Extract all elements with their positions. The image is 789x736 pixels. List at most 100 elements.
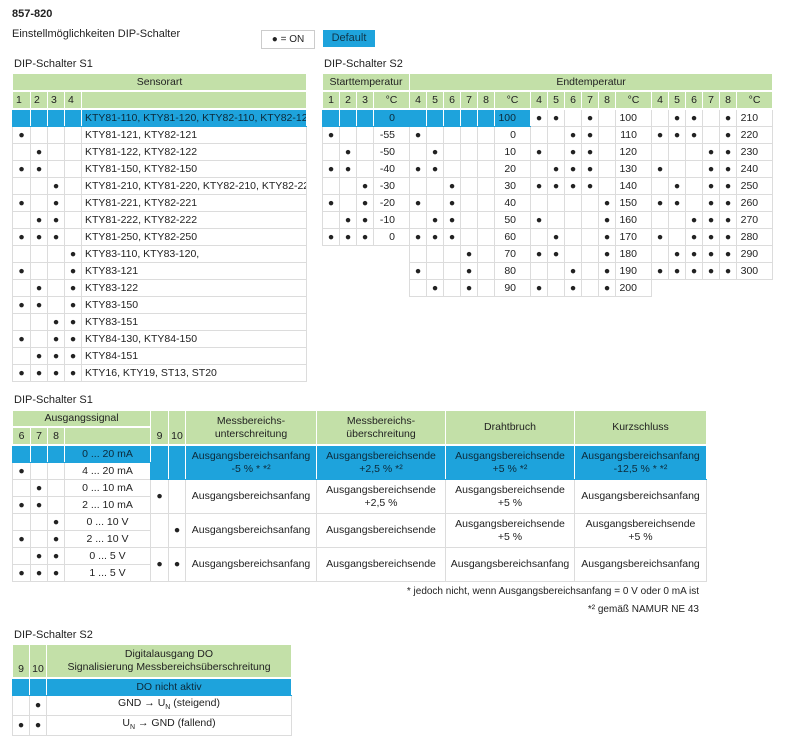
switch-cell: ●: [339, 143, 357, 161]
digital-mode: GND → UN (steigend): [46, 694, 292, 717]
switch-cell: [12, 694, 30, 717]
switch-cell: ●: [719, 108, 737, 127]
switch-cell: ●: [702, 194, 720, 212]
switch-cell: [12, 279, 31, 297]
result-cell: Ausgangsbereichsanfang: [445, 547, 576, 582]
switch-cell: [64, 108, 82, 127]
switch-cell: ●: [426, 160, 444, 178]
header-row: Sensorart: [11, 73, 308, 92]
end-temp-row: ● 0 ● ● 110 ● ● ● ● 220: [409, 126, 774, 144]
switch-cell: [30, 530, 48, 548]
footnote-2: *² gemäß NAMUR NE 43: [587, 604, 699, 615]
start-temp-row: ● -50: [322, 143, 411, 161]
switch-cell: ●: [64, 296, 82, 314]
switch-cell: ●: [150, 547, 170, 582]
switch-cell: ●: [12, 364, 31, 382]
column-number: 1: [322, 90, 340, 110]
sensor-type: KTY81-221, KTY82-221: [80, 194, 308, 212]
switch-cell: ●: [719, 126, 737, 144]
switch-cell: ●: [651, 160, 669, 178]
switch-cell: ●: [719, 262, 737, 280]
sensor-row: ● ● KTY81-222, KTY82-222: [12, 211, 308, 229]
start-temp-row: 0: [322, 108, 411, 127]
switch-cell: [150, 513, 170, 548]
switch-cell: ●: [530, 108, 548, 127]
column-number: 6: [443, 90, 461, 110]
signal-range: 4 ... 20 mA: [63, 462, 152, 480]
switch-cell: [668, 228, 686, 246]
switch-cell: [12, 444, 31, 463]
switch-cell: ●: [409, 228, 427, 246]
sensor-type: KTY81-110, KTY81-120, KTY82-110, KTY82-1…: [80, 108, 308, 127]
end-temp-row: ● ● 20 ● ● ● 130 ● ● ● 240: [409, 160, 774, 178]
switch-cell: [477, 279, 495, 297]
temp-value: 130: [615, 160, 652, 178]
switch-cell: ●: [339, 211, 357, 229]
switch-cell: [12, 513, 31, 531]
switch-cell: [150, 444, 170, 480]
switch-cell: ●: [322, 228, 340, 246]
switch-cell: ●: [322, 160, 340, 178]
result-cell: Ausgangsbereichsende +5 %: [574, 513, 708, 548]
switch-cell: ●: [409, 160, 427, 178]
switch-number: 4: [64, 90, 82, 110]
column-number: 8: [598, 90, 616, 110]
signal-row: 0 ... 20 mA Ausgangsbereichsanfang -5 % * …: [12, 444, 708, 480]
temp-value: 140: [615, 177, 652, 195]
switch-cell: [12, 313, 31, 331]
switch-cell: [322, 177, 340, 195]
result-header: Messbereichs-unterschreitung: [185, 410, 318, 446]
subscript: N: [165, 704, 171, 712]
switch-cell: ●: [651, 262, 669, 280]
temp-value: -40: [372, 160, 411, 178]
switch-cell: ●: [322, 126, 340, 144]
switch-cell: ●: [564, 160, 582, 178]
temp-value: 270: [735, 211, 774, 229]
switch-cell: ●: [64, 279, 82, 297]
header-row: Ausgangssignal 9 10 Messbereichs-unterschre…: [11, 410, 708, 446]
temp-value: 240: [735, 160, 774, 178]
switch-cell: ●: [685, 228, 703, 246]
switch-cell: [47, 143, 65, 161]
signal-row: ● ● ● 1 ... 5 V: [12, 564, 707, 582]
switch-cell: [30, 245, 48, 263]
signal-row: ● 0 ... 10 V ● Ausgangsbereichsanfang Ausgan…: [12, 513, 708, 548]
start-temp-row: ● ● -20: [322, 194, 411, 212]
switch-cell: ●: [598, 228, 616, 246]
switch-cell: ●: [530, 211, 548, 229]
switch-cell: [547, 262, 565, 280]
switch-cell: [426, 177, 444, 195]
switch-cell: ●: [719, 211, 737, 229]
sensor-type: KTY83-122: [80, 279, 308, 297]
switch-cell: [47, 444, 65, 463]
switch-cell: ●: [47, 177, 65, 195]
switch-cell: ●: [64, 330, 82, 348]
sensor-row: ● ● KTY83-122: [12, 279, 308, 297]
switch-cell: ●: [409, 194, 427, 212]
switch-cell: [12, 143, 31, 161]
end-temp-row: ● 30 ● ● ● ● 140 ● ● ● 250: [409, 177, 774, 195]
temp-label: DIP-Schalter S2: [324, 58, 403, 70]
column-number: 5: [668, 90, 686, 110]
sensor-type: KTY83-151: [80, 313, 308, 331]
switch-cell: ●: [356, 211, 374, 229]
switch-cell: [581, 228, 599, 246]
switch-cell: [12, 245, 31, 263]
switch-cell: ●: [685, 245, 703, 263]
switch-cell: [12, 479, 31, 497]
switch-cell: [530, 126, 548, 144]
temp-value: 0: [372, 228, 411, 246]
signal-row: ● 0 ... 10 mA ● Ausgangsbereichsanfang Ausga…: [12, 479, 708, 514]
switch-cell: [426, 194, 444, 212]
subscript: N: [130, 724, 136, 732]
switch-cell: ●: [685, 262, 703, 280]
switch-cell: [530, 160, 548, 178]
end-temp-row: ● 10 ● ● ● 120 ● ● 230: [409, 143, 774, 161]
switch-cell: [47, 479, 65, 497]
switch-cell: ●: [30, 364, 48, 382]
switch-cell: ●: [29, 715, 47, 736]
sensor-row: ● ● KTY83-121: [12, 262, 308, 280]
switch-cell: [168, 479, 187, 514]
blank-header: [63, 426, 152, 446]
